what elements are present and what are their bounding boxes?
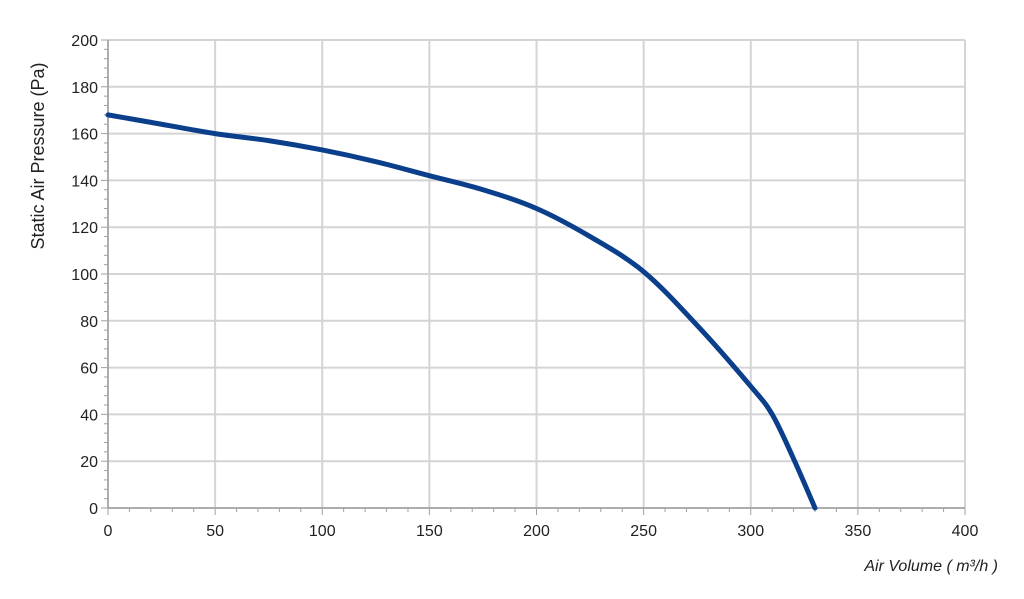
- y-tick-label: 180: [71, 80, 98, 97]
- y-tick-label: 160: [71, 127, 98, 144]
- y-tick-label: 40: [80, 407, 98, 424]
- y-tick-label: 0: [89, 501, 98, 518]
- x-tick-label: 50: [206, 523, 224, 540]
- y-tick-label: 60: [80, 361, 98, 378]
- x-tick-label: 300: [737, 523, 764, 540]
- x-tick-label: 150: [416, 523, 443, 540]
- y-tick-labels: 0 20 40 60 80 100 120 140 160 180 200: [71, 33, 98, 518]
- pressure-curve-line: [105, 112, 818, 511]
- y-axis-title: Static Air Pressure (Pa): [28, 62, 48, 249]
- x-tick-label: 400: [952, 523, 979, 540]
- x-tick-labels: 0 50 100 150 200 250 300 350 400: [104, 523, 979, 540]
- y-tick-label: 20: [80, 454, 98, 471]
- x-tick-label: 100: [309, 523, 336, 540]
- y-tick-label: 200: [71, 33, 98, 50]
- x-tick-label: 250: [630, 523, 657, 540]
- series-lines: [105, 112, 818, 511]
- x-axis-title: Air Volume ( m³/h ): [863, 558, 998, 575]
- y-tick-label: 80: [80, 314, 98, 331]
- x-tick-label: 0: [104, 523, 113, 540]
- x-tick-label: 350: [845, 523, 872, 540]
- minor-ticks: [101, 39, 966, 515]
- grid-lines: [107, 39, 966, 509]
- y-tick-label: 140: [71, 173, 98, 190]
- y-tick-label: 120: [71, 220, 98, 237]
- x-tick-label: 200: [523, 523, 550, 540]
- y-tick-label: 100: [71, 267, 98, 284]
